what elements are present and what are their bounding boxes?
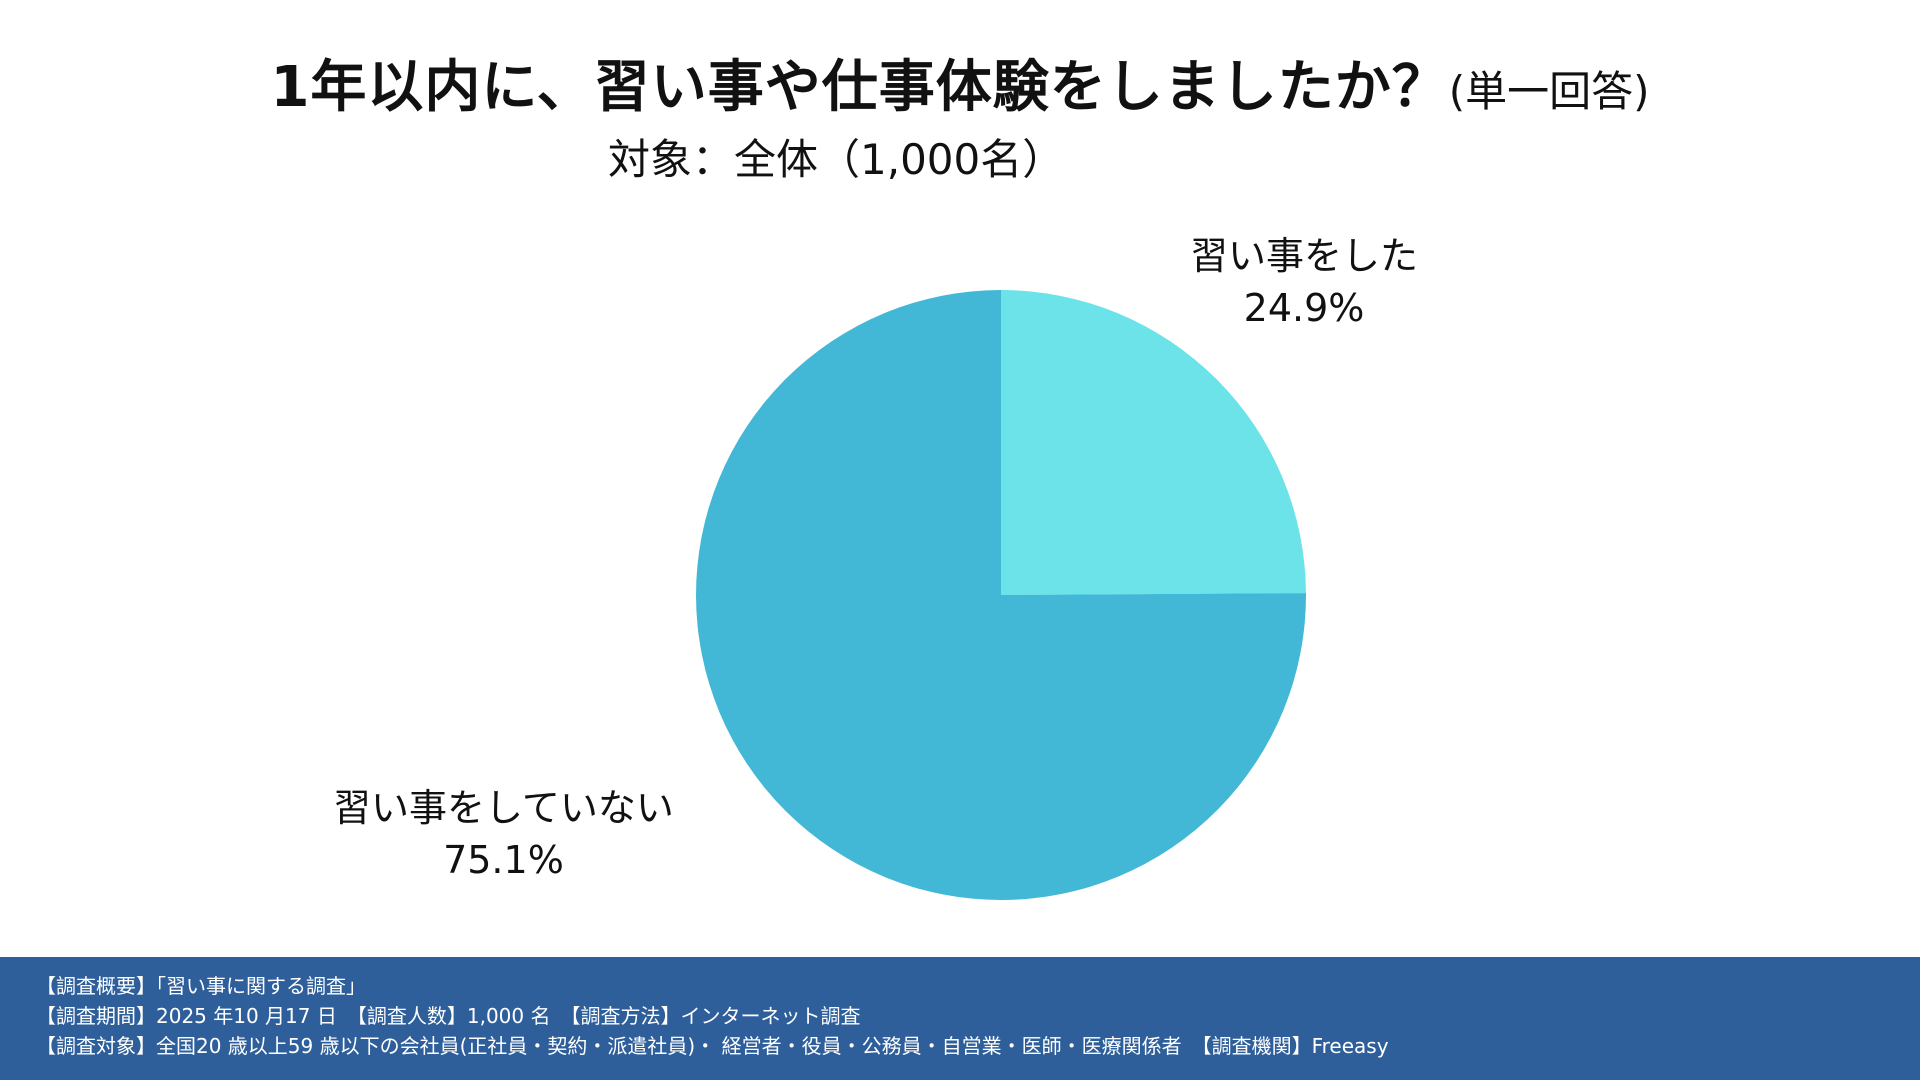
- pie-slice-learned: [1001, 290, 1306, 595]
- slice-label-learned-name: 習い事をした: [1190, 234, 1419, 278]
- slice-label-not-learned: 習い事をしていない 75.1%: [333, 782, 674, 886]
- pie-chart: [696, 290, 1306, 900]
- title-note: (単一回答): [1448, 67, 1650, 116]
- survey-footer: 【調査概要】「習い事に関する調査」 【調査期間】2025 年10 月17 日 【…: [0, 957, 1920, 1080]
- slice-label-learned: 習い事をした 24.9%: [1190, 230, 1418, 334]
- slice-label-learned-value: 24.9%: [1243, 286, 1365, 330]
- chart-title: 1年以内に、習い事や仕事体験をしましたか？(単一回答): [0, 42, 1920, 123]
- footer-line-period: 【調査期間】2025 年10 月17 日 【調査人数】1,000 名 【調査方法…: [36, 1004, 861, 1028]
- pie-slice-not-learned: [696, 290, 1306, 900]
- footer-line-target: 【調査対象】全国20 歳以上59 歳以下の会社員(正社員・契約・派遣社員)・ 経…: [36, 1034, 1389, 1058]
- footer-line-overview: 【調査概要】「習い事に関する調査」: [36, 974, 366, 998]
- title-main: 1年以内に、習い事や仕事体験をしましたか？: [270, 55, 1449, 120]
- chart-subtitle: 対象：全体（1,000名）: [608, 135, 1065, 184]
- slice-label-not-learned-value: 75.1%: [443, 838, 564, 882]
- slice-label-not-learned-name: 習い事をしていない: [333, 786, 674, 830]
